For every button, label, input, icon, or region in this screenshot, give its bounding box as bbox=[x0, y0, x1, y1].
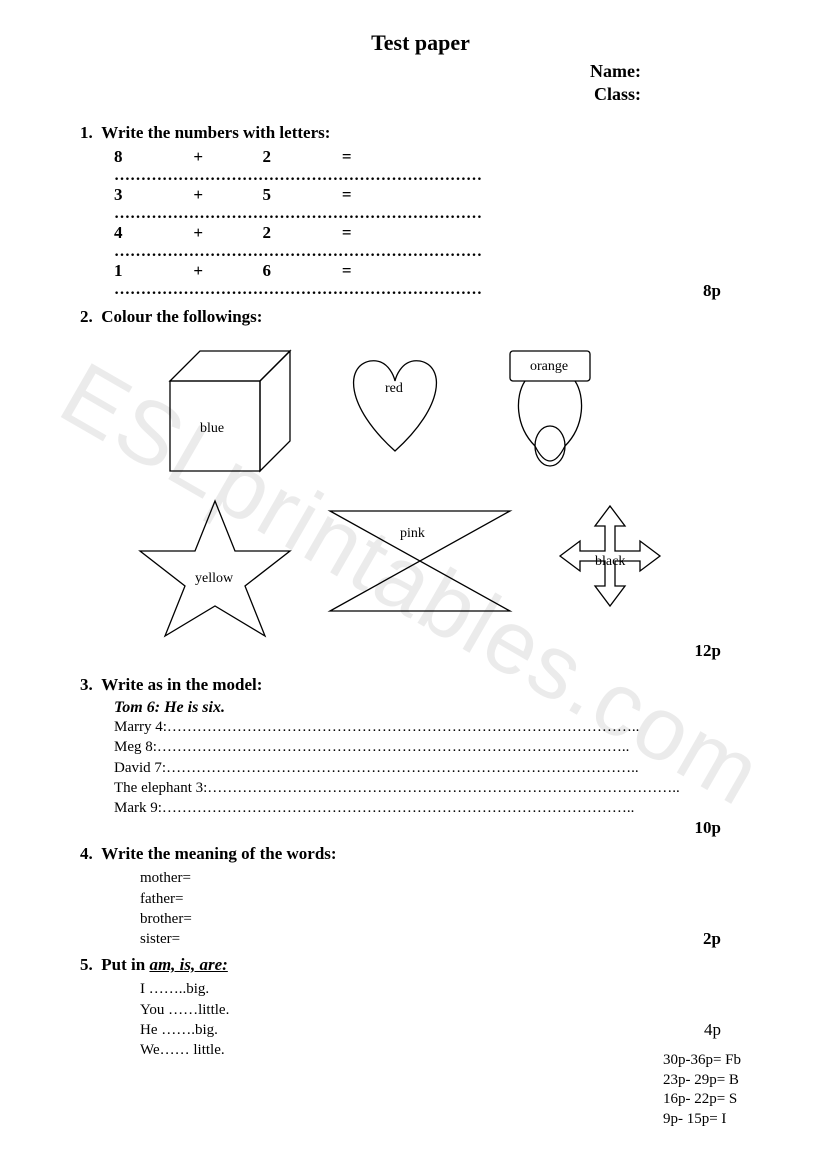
grade-0: 30p-36p= Fb bbox=[663, 1051, 741, 1071]
grade-1: 23p- 29p= B bbox=[663, 1071, 741, 1091]
q1-body: 8 + 2 = …………………………………………………………… 3 + 5 = … bbox=[114, 147, 761, 301]
q1-dots-2: …………………………………………………………… bbox=[114, 243, 761, 261]
page-title: Test paper bbox=[80, 30, 761, 56]
q4-w3: sister= bbox=[140, 929, 180, 949]
q4-num: 4. bbox=[80, 844, 93, 863]
q2-num: 2. bbox=[80, 307, 93, 326]
q5-l1: You ……little. bbox=[140, 1000, 761, 1020]
q1-row-2: 4 + 2 = bbox=[114, 223, 761, 243]
q1-r1-a: 3 bbox=[114, 185, 134, 205]
q1-num: 1. bbox=[80, 123, 93, 142]
class-label: Class: bbox=[80, 83, 641, 106]
q1-points: 8p bbox=[663, 281, 761, 301]
bell-label: orange bbox=[530, 359, 568, 375]
heart-icon bbox=[335, 346, 455, 466]
shapes-area: blue red orange yellow pink black bbox=[140, 331, 761, 641]
q3-l3-dots: ………………………………………………………………………………….. bbox=[207, 780, 680, 796]
q1-row-1: 3 + 5 = bbox=[114, 185, 761, 205]
q1-r1-op: + bbox=[138, 185, 258, 205]
q4-w2: brother= bbox=[140, 909, 761, 929]
q3-l0-label: Marry 4: bbox=[114, 719, 167, 735]
q1-r0-op: + bbox=[138, 147, 258, 167]
q1-r2-op: + bbox=[138, 223, 258, 243]
q1-r3-op: + bbox=[138, 261, 258, 281]
q3-title: Write as in the model: bbox=[101, 675, 262, 694]
q5-title-em: am, is, are: bbox=[149, 955, 227, 974]
q5-points: 4p bbox=[704, 1020, 761, 1040]
q5-num: 5. bbox=[80, 955, 93, 974]
q1-r2-b: 2 bbox=[263, 223, 283, 243]
q3-l4-label: Mark 9: bbox=[114, 800, 162, 816]
grade-2: 16p- 22p= S bbox=[663, 1090, 741, 1110]
q1-dots-1: …………………………………………………………… bbox=[114, 205, 761, 223]
q5-title-prefix: Put in bbox=[101, 955, 149, 974]
star-label: yellow bbox=[195, 571, 233, 587]
q1-heading: 1. Write the numbers with letters: bbox=[80, 123, 761, 143]
page: Test paper Name: Class: 1. Write the num… bbox=[0, 0, 821, 1080]
q3-l1-label: Meg 8: bbox=[114, 739, 157, 755]
q2-title: Colour the followings: bbox=[101, 307, 262, 326]
q3-line-1: Meg 8:………………………………………………………………………………….. bbox=[114, 737, 761, 757]
q3-line-0: Marry 4:………………………………………………………………………………….… bbox=[114, 717, 761, 737]
bowtie-icon bbox=[320, 501, 520, 621]
q1-r3-a: 1 bbox=[114, 261, 134, 281]
q5-l0: I ……..big. bbox=[140, 979, 761, 999]
q3-points: 10p bbox=[80, 818, 761, 838]
name-label: Name: bbox=[80, 60, 641, 83]
q3-l2-label: David 7: bbox=[114, 760, 166, 776]
cube-label: blue bbox=[200, 421, 224, 437]
q1-r1-eq: = bbox=[287, 185, 407, 205]
heart-label: red bbox=[385, 381, 403, 397]
q1-dots-3: …………………………………………………………… bbox=[114, 281, 663, 301]
q3-l4-dots: ………………………………………………………………………………….. bbox=[162, 800, 635, 816]
q1-row-0: 8 + 2 = bbox=[114, 147, 761, 167]
q3-line-3: The elephant 3:…………………………………………………………………… bbox=[114, 778, 761, 798]
q3-num: 3. bbox=[80, 675, 93, 694]
q1-title: Write the numbers with letters: bbox=[101, 123, 330, 142]
q1-r3-b: 6 bbox=[263, 261, 283, 281]
q4-heading: 4. Write the meaning of the words: bbox=[80, 844, 761, 864]
q3-line-2: David 7:………………………………………………………………………………….… bbox=[114, 758, 761, 778]
q1-r0-a: 8 bbox=[114, 147, 134, 167]
star-icon bbox=[130, 491, 300, 641]
q3-l3-label: The elephant 3: bbox=[114, 780, 207, 796]
grading-key: 30p-36p= Fb 23p- 29p= B 16p- 22p= S 9p- … bbox=[663, 1051, 741, 1129]
q4-w1: father= bbox=[140, 889, 761, 909]
q4-title: Write the meaning of the words: bbox=[101, 844, 336, 863]
q3-heading: 3. Write as in the model: bbox=[80, 675, 761, 695]
q1-r2-eq: = bbox=[287, 223, 407, 243]
q5-heading: 5. Put in am, is, are: bbox=[80, 955, 761, 975]
grade-3: 9p- 15p= I bbox=[663, 1110, 741, 1130]
header-block: Name: Class: bbox=[80, 60, 761, 105]
q1-r0-b: 2 bbox=[263, 147, 283, 167]
q2-points: 12p bbox=[80, 641, 761, 661]
cube-icon bbox=[150, 341, 300, 481]
q1-dots-0: …………………………………………………………… bbox=[114, 167, 761, 185]
q5-l2: He …….big. bbox=[140, 1020, 218, 1040]
bowtie-label: pink bbox=[400, 526, 425, 542]
q3-l1-dots: ………………………………………………………………………………….. bbox=[157, 739, 630, 755]
q3-l2-dots: ………………………………………………………………………………….. bbox=[166, 760, 639, 776]
q4-w0: mother= bbox=[140, 868, 761, 888]
arrows-label: black bbox=[595, 554, 625, 570]
q3-model: Tom 6: He is six. bbox=[114, 699, 761, 717]
q1-r0-eq: = bbox=[287, 147, 407, 167]
q1-r3-eq: = bbox=[287, 261, 407, 281]
q3-l0-dots: ………………………………………………………………………………….. bbox=[167, 719, 640, 735]
q1-r2-a: 4 bbox=[114, 223, 134, 243]
q1-r1-b: 5 bbox=[263, 185, 283, 205]
q3-line-4: Mark 9:………………………………………………………………………………….. bbox=[114, 798, 761, 818]
q4-points: 2p bbox=[703, 929, 761, 949]
q2-heading: 2. Colour the followings: bbox=[80, 307, 761, 327]
q1-row-3: 1 + 6 = bbox=[114, 261, 761, 281]
